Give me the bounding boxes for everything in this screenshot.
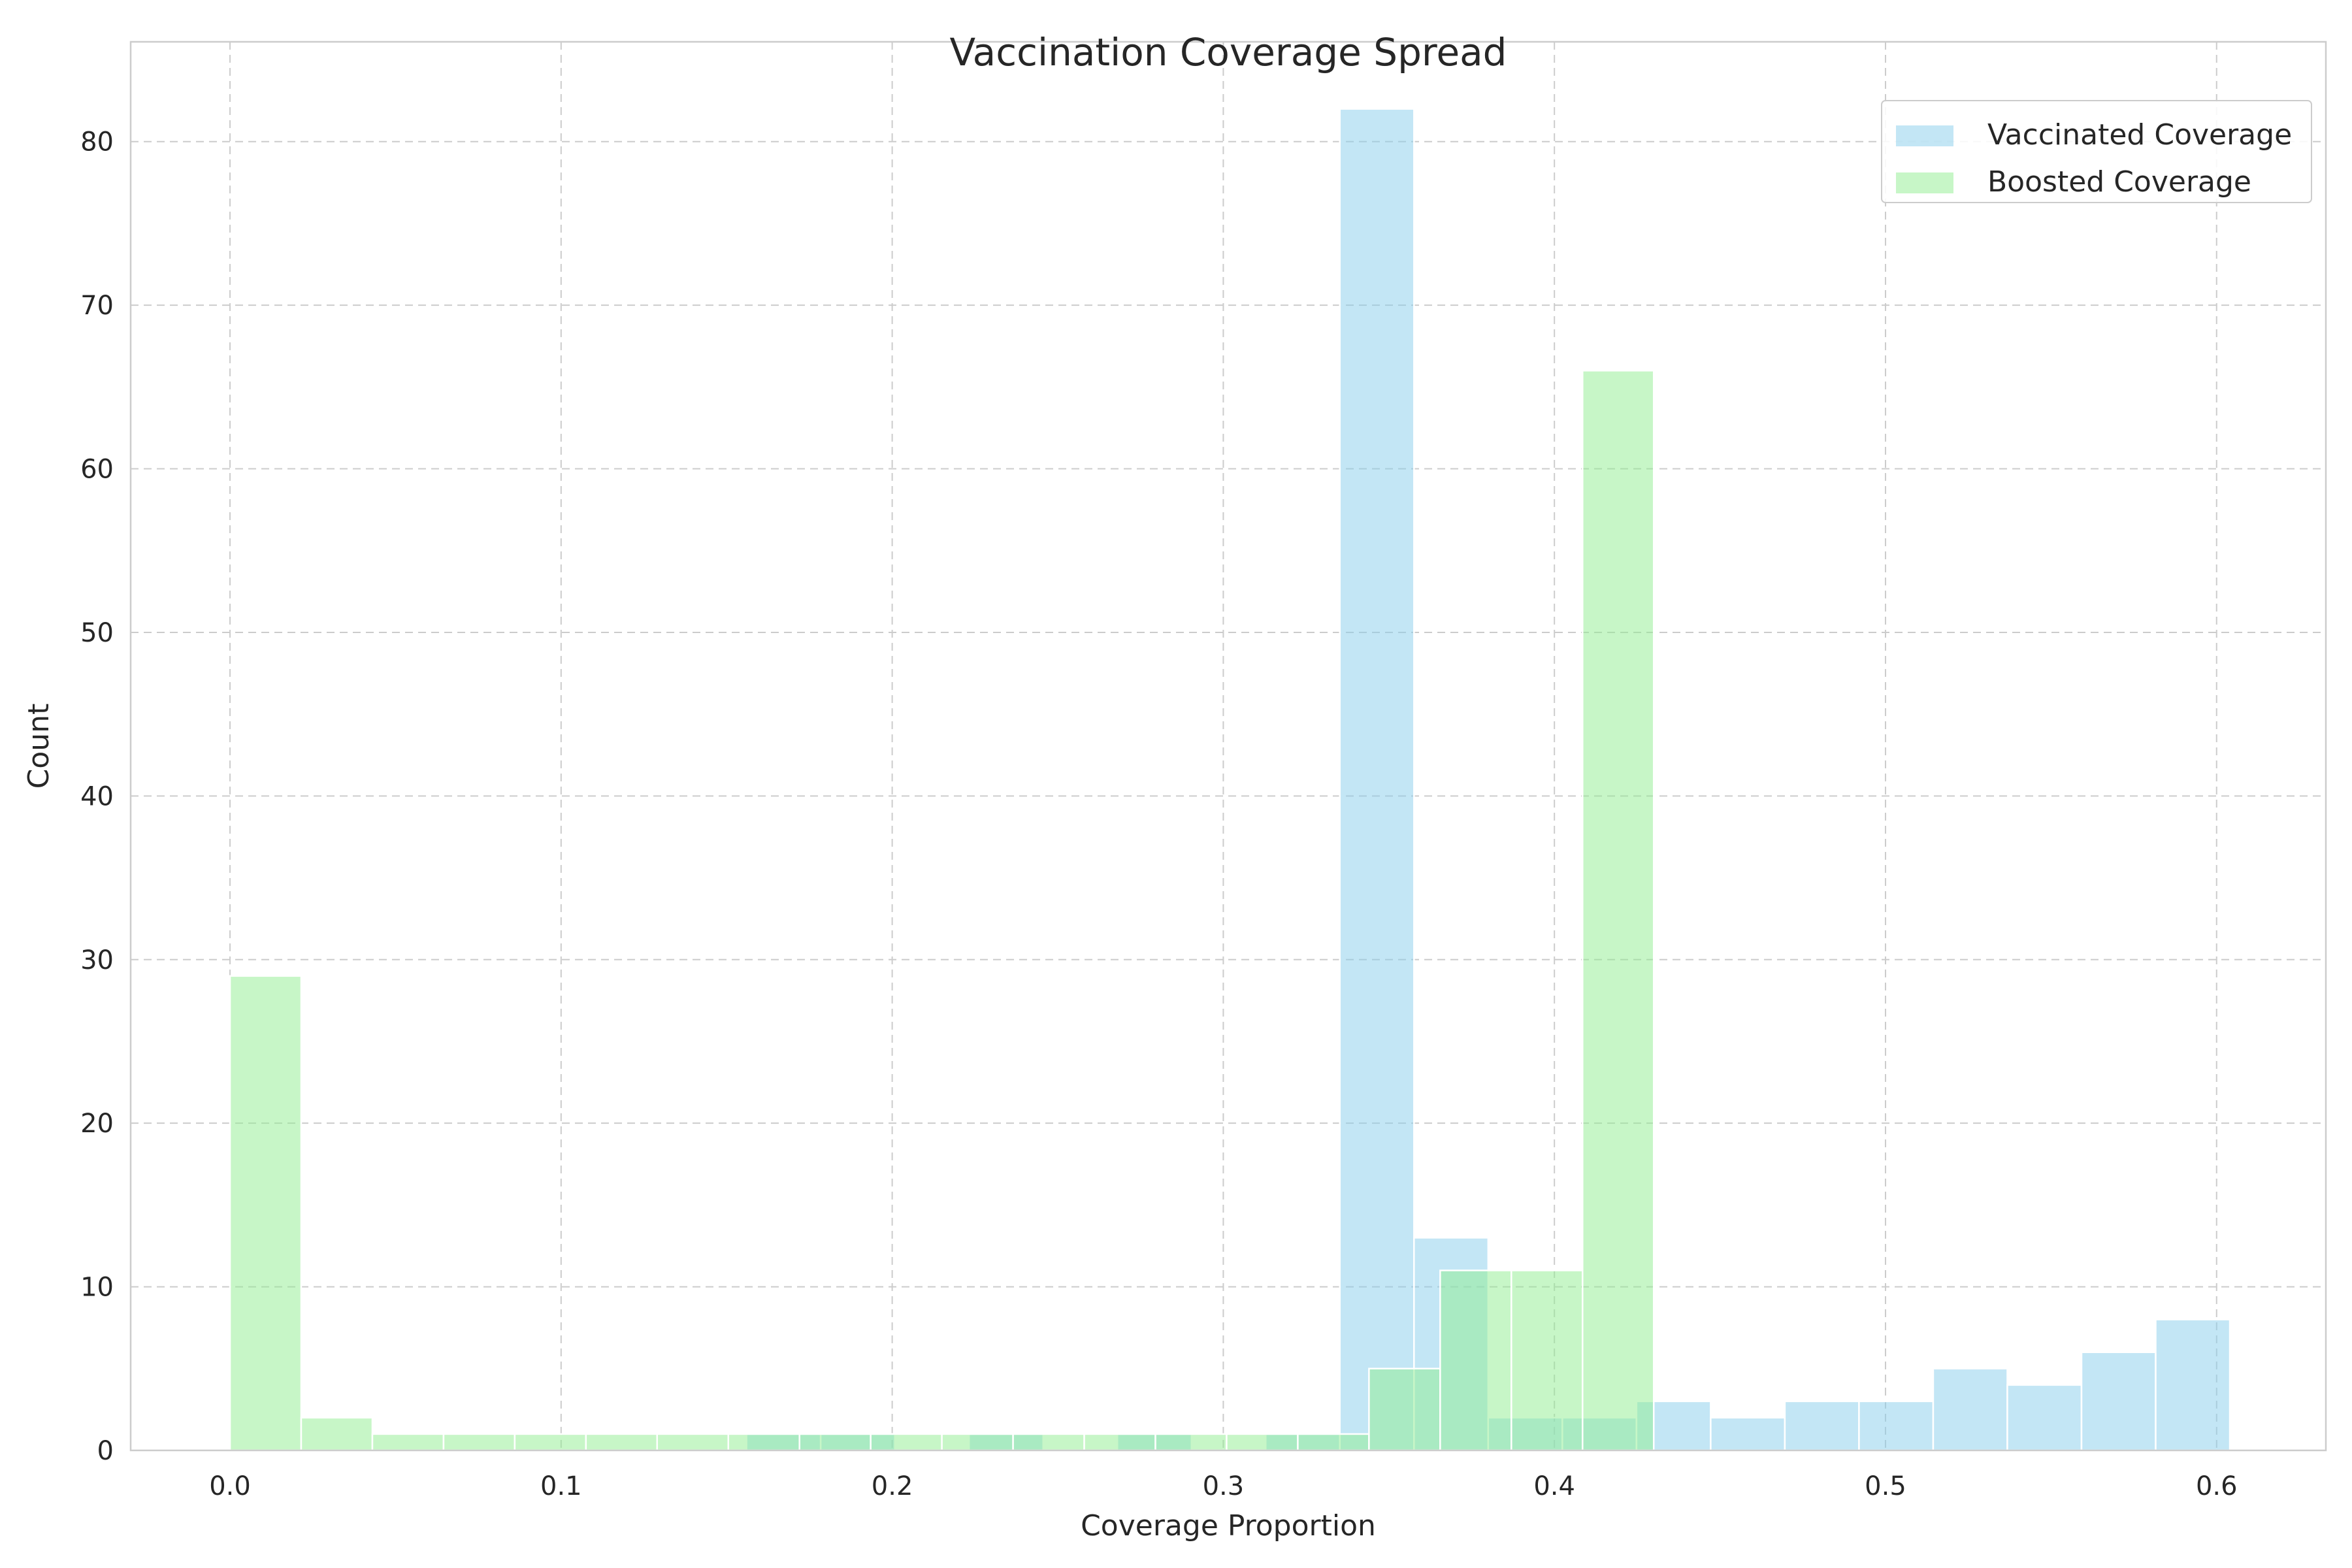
histogram-bar — [2006, 1384, 2083, 1452]
y-tick-label: 70 — [80, 291, 114, 321]
histogram-bar — [1932, 1367, 2008, 1452]
histogram-bar — [442, 1433, 516, 1452]
x-tick-label: 0.3 — [1203, 1471, 1245, 1501]
x-axis-ticks: 0.0 0.1 0.2 0.3 0.4 0.5 0.6 — [209, 1471, 2237, 1501]
y-tick-label: 30 — [80, 945, 114, 975]
x-tick-label: 0.2 — [872, 1471, 913, 1501]
histogram-bar — [1858, 1400, 1935, 1452]
y-tick-label: 50 — [80, 618, 114, 648]
histogram-bar — [1582, 370, 1655, 1452]
y-axis-label: Count — [22, 704, 56, 789]
histogram-bar — [727, 1433, 800, 1452]
x-tick-label: 0.0 — [209, 1471, 251, 1501]
x-axis-label: Coverage Proportion — [1081, 1509, 1376, 1543]
histogram-bar — [798, 1433, 872, 1452]
histogram-bars — [229, 108, 2231, 1452]
y-axis-ticks: 0 10 20 30 40 50 60 70 80 — [80, 127, 114, 1466]
x-tick-label: 0.4 — [1533, 1471, 1575, 1501]
histogram-bar — [229, 975, 302, 1452]
x-tick-label: 0.6 — [2196, 1471, 2238, 1501]
histogram-bar — [1297, 1433, 1370, 1452]
histogram-bar — [1439, 1269, 1512, 1452]
histogram-bar — [656, 1433, 730, 1452]
y-tick-label: 20 — [80, 1109, 114, 1139]
legend-label-boosted: Boosted Coverage — [1987, 165, 2251, 199]
y-tick-label: 40 — [80, 781, 114, 811]
y-tick-label: 60 — [80, 455, 114, 485]
plot-frame — [129, 41, 2327, 1452]
histogram-bar — [1511, 1269, 1584, 1452]
chart-title: Vaccination Coverage Spread — [949, 30, 1507, 74]
histogram-bar — [585, 1433, 659, 1452]
legend-swatch-vaccinated — [1896, 125, 1953, 146]
histogram-bar — [514, 1433, 587, 1452]
histogram-bar — [1012, 1433, 1085, 1452]
histogram-bar — [870, 1433, 943, 1452]
histogram-bar — [1368, 1367, 1441, 1452]
legend-label-vaccinated: Vaccinated Coverage — [1987, 118, 2292, 152]
y-tick-label: 0 — [97, 1436, 114, 1466]
histogram-bar — [1154, 1433, 1228, 1452]
gridlines — [131, 42, 2326, 1451]
histogram-bar — [2155, 1318, 2231, 1452]
histogram-bar — [1226, 1433, 1299, 1452]
legend-swatch-boosted — [1896, 172, 1953, 193]
histogram-bar — [2080, 1351, 2157, 1452]
y-tick-label: 10 — [80, 1273, 114, 1303]
x-tick-label: 0.5 — [1865, 1471, 1906, 1501]
histogram-bar — [371, 1433, 445, 1452]
histogram-bar — [1710, 1416, 1786, 1452]
histogram-bar — [941, 1433, 1014, 1452]
histogram-bar — [1784, 1400, 1860, 1452]
histogram-bar — [1083, 1433, 1156, 1452]
y-tick-label: 80 — [80, 127, 114, 157]
histogram-bar — [300, 1416, 374, 1452]
histogram-bar — [1339, 108, 1415, 1452]
x-tick-label: 0.1 — [540, 1471, 582, 1501]
legend: Vaccinated Coverage Boosted Coverage — [1881, 100, 2312, 203]
series-boosted — [229, 370, 1655, 1452]
legend-box — [1881, 100, 2312, 203]
